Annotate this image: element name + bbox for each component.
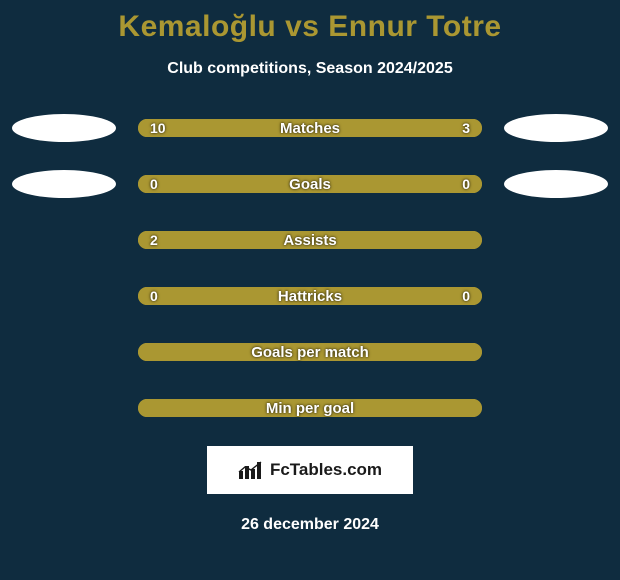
stat-row: 103Matches — [0, 114, 620, 142]
right-team-oval — [504, 114, 608, 142]
stat-row: Goals per match — [0, 338, 620, 366]
bar-fill-left — [138, 287, 482, 305]
stat-bar: 103Matches — [138, 119, 482, 137]
stat-row: 00Goals — [0, 170, 620, 198]
page-subtitle: Club competitions, Season 2024/2025 — [0, 60, 620, 78]
right-team-oval — [504, 170, 608, 198]
bar-fill-left — [138, 399, 482, 417]
stat-bar: Goals per match — [138, 343, 482, 361]
bar-fill-left — [138, 175, 482, 193]
footer-date: 26 december 2024 — [0, 516, 620, 534]
stat-bar: 00Hattricks — [138, 287, 482, 305]
stat-bar: 00Goals — [138, 175, 482, 193]
stat-row: Min per goal — [0, 394, 620, 422]
bar-fill-right — [403, 119, 482, 137]
stat-row: 2Assists — [0, 226, 620, 254]
bar-fill-left — [138, 231, 482, 249]
bar-fill-left — [138, 119, 403, 137]
bar-fill-left — [138, 343, 482, 361]
left-team-oval — [12, 114, 116, 142]
stat-bar: 2Assists — [138, 231, 482, 249]
stat-rows: 103Matches 00Goals 2Assists 00Hattricks Goal… — [0, 114, 620, 422]
page-title: Kemaloğlu vs Ennur Totre — [0, 0, 620, 44]
comparison-infographic: Kemaloğlu vs Ennur Totre Club competitio… — [0, 0, 620, 580]
stat-row: 00Hattricks — [0, 282, 620, 310]
logo-text: FcTables.com — [270, 460, 382, 480]
fctables-logo: FcTables.com — [207, 446, 413, 494]
bar-chart-icon — [238, 460, 264, 480]
stat-bar: Min per goal — [138, 399, 482, 417]
left-team-oval — [12, 170, 116, 198]
